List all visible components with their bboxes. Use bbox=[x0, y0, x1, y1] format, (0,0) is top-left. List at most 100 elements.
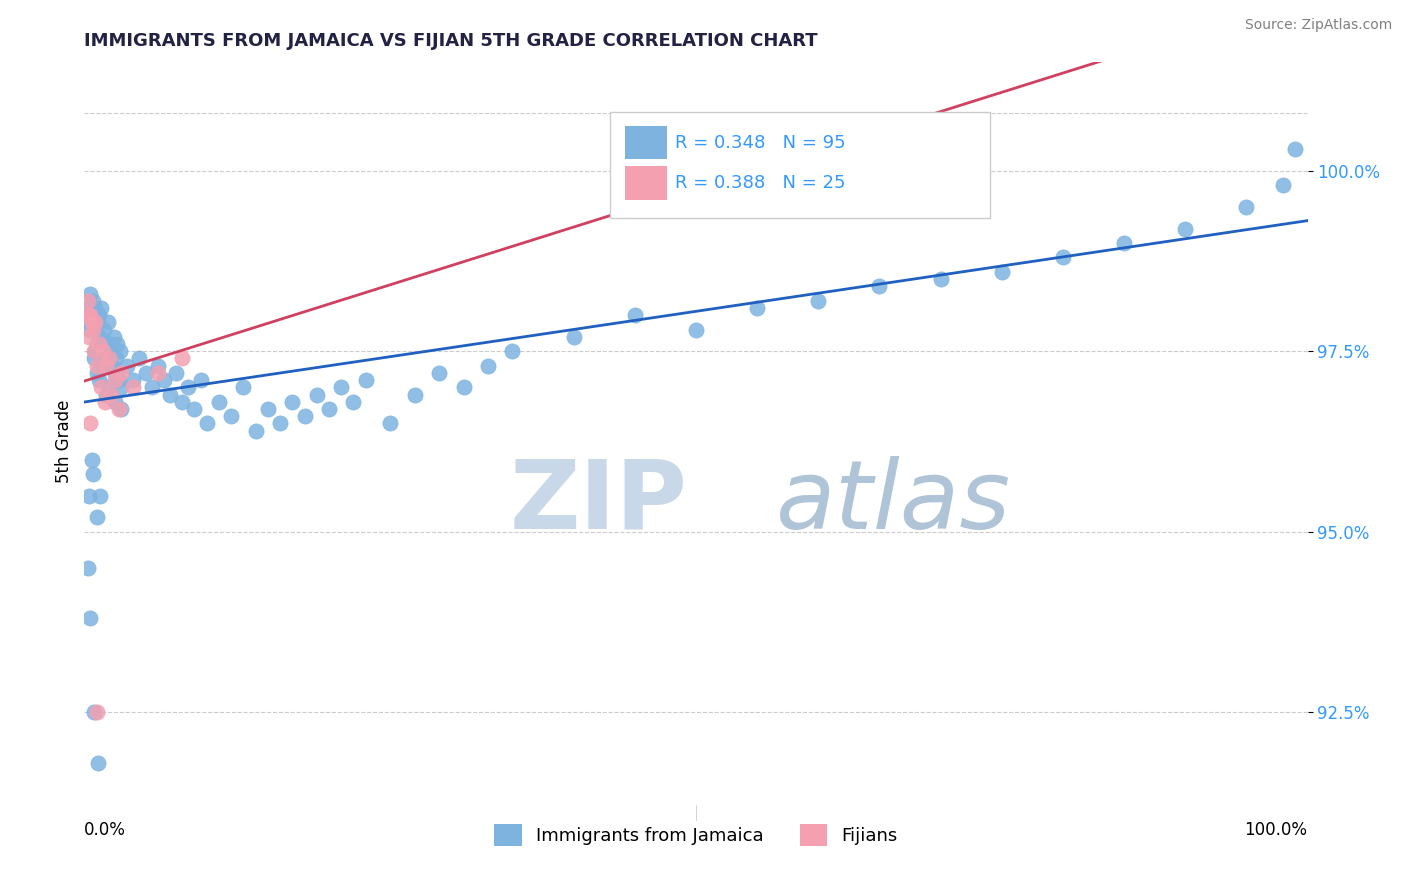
Point bbox=[87, 756, 110, 770]
Point bbox=[141, 380, 163, 394]
Point bbox=[83, 344, 105, 359]
Point bbox=[94, 394, 117, 409]
Point bbox=[77, 301, 100, 315]
Point bbox=[89, 489, 111, 503]
Point bbox=[77, 308, 100, 322]
Point bbox=[79, 417, 101, 431]
Point bbox=[172, 351, 194, 366]
Point bbox=[98, 337, 121, 351]
Point bbox=[84, 344, 107, 359]
Point bbox=[97, 315, 120, 329]
Point bbox=[107, 402, 129, 417]
Point bbox=[84, 315, 107, 329]
Point bbox=[807, 293, 830, 308]
Text: R = 0.388   N = 25: R = 0.388 N = 25 bbox=[675, 174, 845, 192]
Point bbox=[96, 387, 118, 401]
Point bbox=[110, 366, 132, 380]
Point bbox=[89, 330, 111, 344]
Point bbox=[91, 359, 114, 373]
Point bbox=[96, 344, 118, 359]
Point bbox=[77, 561, 100, 575]
Point bbox=[105, 337, 128, 351]
Point bbox=[929, 272, 952, 286]
Point bbox=[80, 452, 103, 467]
Point bbox=[77, 489, 100, 503]
Text: 0.0%: 0.0% bbox=[84, 821, 127, 838]
Point bbox=[195, 417, 218, 431]
Point bbox=[453, 380, 475, 394]
Point bbox=[97, 380, 120, 394]
Point bbox=[110, 380, 132, 394]
Point bbox=[991, 265, 1014, 279]
Point bbox=[1236, 200, 1258, 214]
Text: Source: ZipAtlas.com: Source: ZipAtlas.com bbox=[1244, 18, 1392, 32]
Point bbox=[86, 366, 108, 380]
Point bbox=[318, 402, 340, 417]
Text: IMMIGRANTS FROM JAMAICA VS FIJIAN 5TH GRADE CORRELATION CHART: IMMIGRANTS FROM JAMAICA VS FIJIAN 5TH GR… bbox=[84, 32, 818, 50]
Legend: Immigrants from Jamaica, Fijians: Immigrants from Jamaica, Fijians bbox=[488, 817, 904, 854]
Point bbox=[269, 417, 291, 431]
Point bbox=[82, 467, 104, 481]
Point bbox=[87, 308, 110, 322]
Point bbox=[245, 424, 267, 438]
Point bbox=[1284, 142, 1306, 156]
Point bbox=[86, 359, 108, 373]
FancyBboxPatch shape bbox=[626, 166, 666, 200]
Point bbox=[165, 366, 187, 380]
Point bbox=[219, 409, 242, 424]
Point bbox=[122, 380, 145, 394]
Point bbox=[1114, 235, 1136, 250]
Point bbox=[807, 135, 830, 149]
Point bbox=[77, 315, 100, 329]
Point bbox=[84, 301, 107, 315]
Point bbox=[83, 323, 105, 337]
Point bbox=[685, 323, 707, 337]
Point bbox=[97, 351, 120, 366]
Point bbox=[100, 344, 122, 359]
Point bbox=[294, 409, 316, 424]
Point bbox=[232, 380, 254, 394]
Point bbox=[87, 315, 110, 329]
Point bbox=[79, 308, 101, 322]
Point bbox=[122, 373, 145, 387]
Point bbox=[1272, 178, 1295, 193]
Point bbox=[502, 344, 524, 359]
Point bbox=[135, 366, 157, 380]
Point bbox=[90, 301, 112, 315]
Text: 100.0%: 100.0% bbox=[1244, 821, 1308, 838]
Point bbox=[94, 337, 117, 351]
Point bbox=[79, 286, 101, 301]
Point bbox=[404, 387, 426, 401]
Point bbox=[110, 402, 132, 417]
Point bbox=[172, 394, 194, 409]
Point bbox=[90, 380, 112, 394]
Point bbox=[100, 387, 122, 401]
Point bbox=[104, 373, 127, 387]
Point bbox=[257, 402, 280, 417]
Text: ZIP: ZIP bbox=[509, 456, 688, 549]
Point bbox=[79, 323, 101, 337]
Point bbox=[477, 359, 499, 373]
Point bbox=[153, 373, 176, 387]
Point bbox=[77, 330, 100, 344]
Point bbox=[104, 394, 127, 409]
Point bbox=[82, 323, 104, 337]
Point bbox=[159, 387, 181, 401]
Point bbox=[177, 380, 200, 394]
Point bbox=[380, 417, 402, 431]
Point bbox=[83, 706, 105, 720]
Point bbox=[97, 351, 120, 366]
Y-axis label: 5th Grade: 5th Grade bbox=[55, 400, 73, 483]
Point bbox=[91, 344, 114, 359]
Point bbox=[427, 366, 450, 380]
Point bbox=[108, 344, 131, 359]
Text: R = 0.348   N = 95: R = 0.348 N = 95 bbox=[675, 134, 846, 152]
Point bbox=[354, 373, 377, 387]
Point bbox=[104, 366, 127, 380]
FancyBboxPatch shape bbox=[626, 126, 666, 160]
Point bbox=[107, 373, 129, 387]
Point bbox=[77, 293, 100, 308]
Point bbox=[869, 279, 891, 293]
Point bbox=[80, 308, 103, 322]
Point bbox=[101, 359, 124, 373]
